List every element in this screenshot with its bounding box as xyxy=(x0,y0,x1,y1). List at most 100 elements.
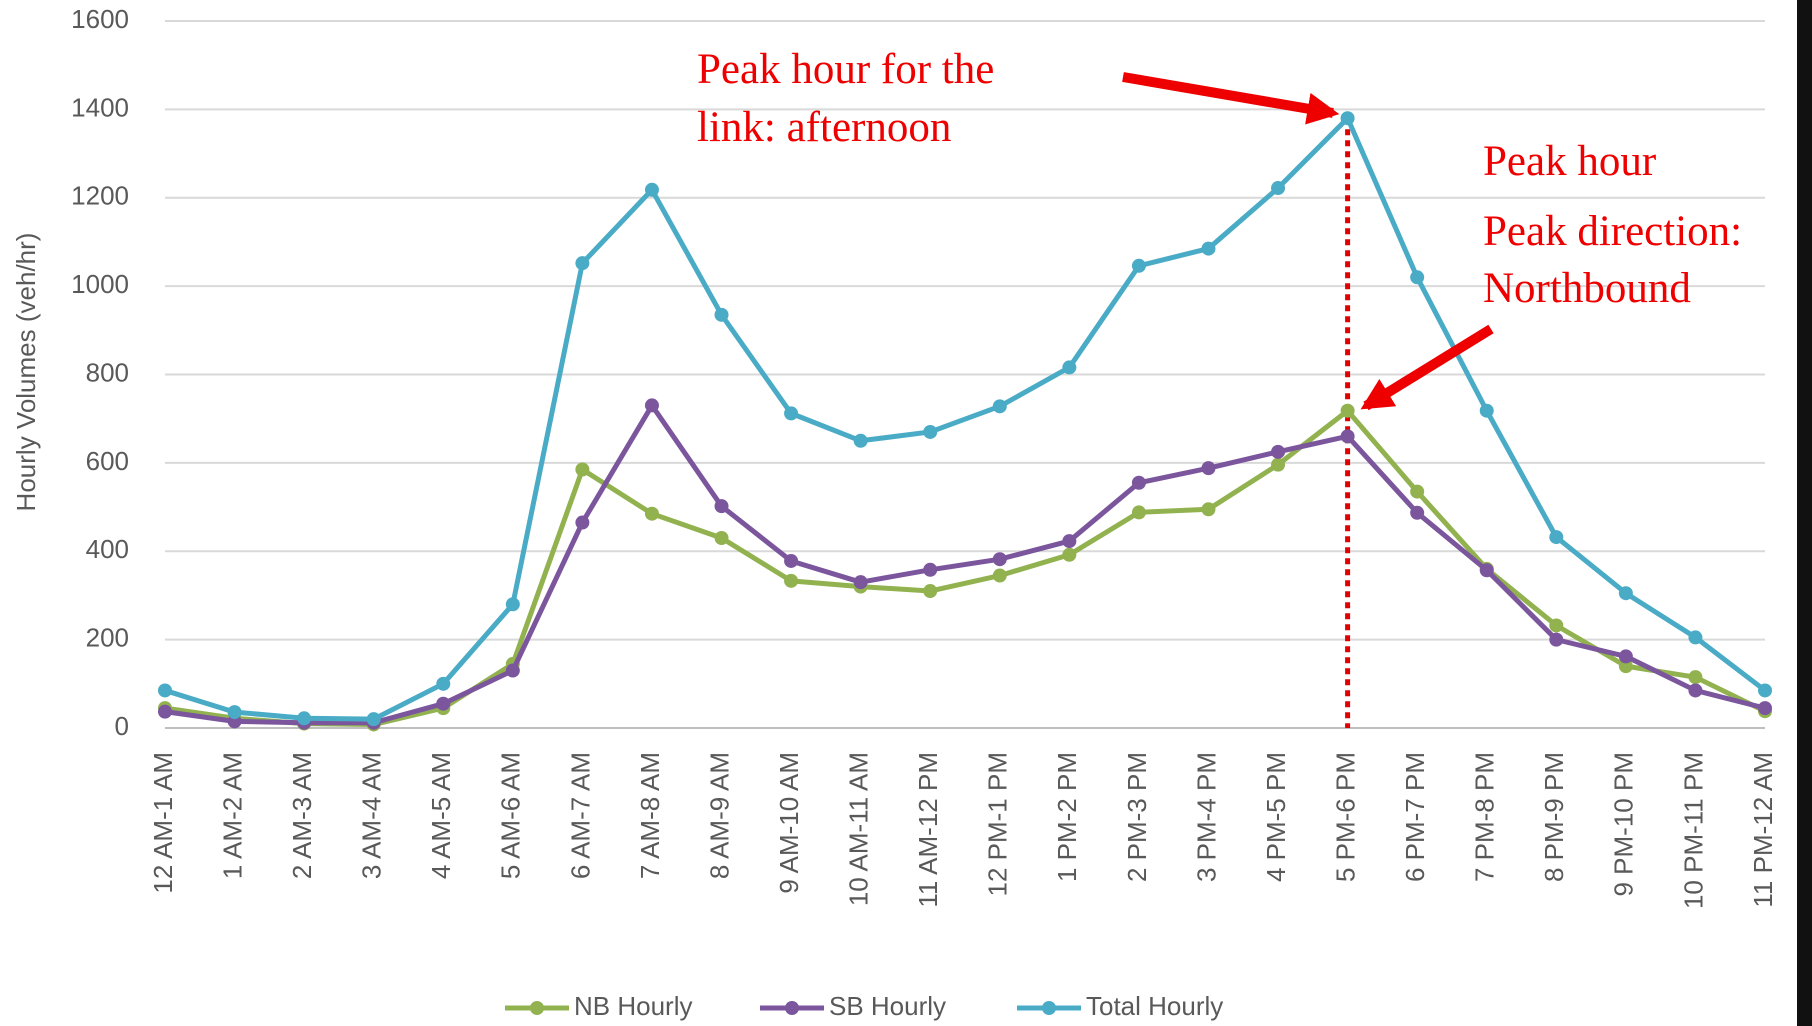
series-line xyxy=(164,115,1767,722)
point xyxy=(1479,563,1494,578)
point xyxy=(1618,659,1633,674)
y-axis-label: Hourly Volumes (veh/hr) xyxy=(11,233,41,512)
point xyxy=(575,256,590,271)
point xyxy=(1131,505,1146,520)
window-edge xyxy=(1797,0,1812,1026)
x-tick-label: 4 PM-5 PM xyxy=(1261,752,1291,882)
x-tick-label: 11 PM-12 AM xyxy=(1748,752,1778,908)
point xyxy=(1758,701,1772,716)
point xyxy=(923,584,938,599)
x-tick-label: 10 PM-11 PM xyxy=(1678,752,1708,909)
point xyxy=(1062,547,1077,562)
y-tick-label: 1000 xyxy=(71,269,129,299)
annotation: Peak hour xyxy=(1483,138,1656,185)
point xyxy=(1410,505,1425,520)
point xyxy=(1549,632,1564,647)
point xyxy=(644,398,659,413)
point xyxy=(714,307,729,322)
point xyxy=(1340,403,1355,418)
legend-label: Total Hourly xyxy=(1086,991,1223,1021)
point xyxy=(366,712,381,727)
annotation: Peak direction: xyxy=(1483,208,1742,255)
point xyxy=(1410,270,1425,285)
point xyxy=(1340,429,1355,444)
point xyxy=(1062,360,1077,375)
x-tick-label: 4 AM-5 AM xyxy=(426,752,456,879)
x-tick-label: 1 PM-2 PM xyxy=(1052,752,1082,882)
point xyxy=(436,676,451,691)
point xyxy=(714,530,729,545)
arrow xyxy=(1360,324,1494,411)
point xyxy=(1688,683,1703,698)
x-tick-label: 7 PM-8 PM xyxy=(1470,752,1500,882)
legend-label: NB Hourly xyxy=(574,991,692,1021)
point xyxy=(1201,461,1216,476)
point xyxy=(436,696,451,711)
point xyxy=(158,683,172,698)
point xyxy=(1688,670,1703,685)
point xyxy=(923,562,938,577)
arrow xyxy=(1122,72,1340,125)
x-tick-label: 9 AM-10 AM xyxy=(774,752,804,894)
point xyxy=(1688,630,1703,645)
y-tick-label: 200 xyxy=(86,623,129,653)
point xyxy=(1271,444,1286,459)
point xyxy=(505,663,520,678)
y-tick-label: 0 xyxy=(115,711,129,741)
point xyxy=(1549,530,1564,545)
y-tick-label: 400 xyxy=(86,534,129,564)
x-tick-label: 3 AM-4 AM xyxy=(357,752,387,879)
legend-marker xyxy=(785,1001,799,1015)
point xyxy=(1410,484,1425,499)
y-tick-label: 1200 xyxy=(71,181,129,211)
x-tick-label: 5 AM-6 AM xyxy=(496,752,526,879)
x-tick-label: 8 AM-9 AM xyxy=(704,752,734,879)
point xyxy=(784,406,799,421)
point xyxy=(1340,111,1355,126)
x-tick-label: 2 AM-3 AM xyxy=(287,752,317,879)
x-tick-label: 10 AM-11 AM xyxy=(844,752,874,906)
point xyxy=(992,568,1007,583)
point xyxy=(992,552,1007,567)
x-tick-label: 6 PM-7 PM xyxy=(1400,752,1430,882)
point xyxy=(505,597,520,612)
point xyxy=(1201,502,1216,517)
point xyxy=(227,705,242,720)
point xyxy=(644,182,659,197)
x-tick-label: 6 AM-7 AM xyxy=(565,752,595,879)
series-line xyxy=(164,408,1767,727)
point xyxy=(644,506,659,521)
point xyxy=(714,499,729,514)
point xyxy=(992,399,1007,414)
point xyxy=(1271,181,1286,196)
x-tick-label: 8 PM-9 PM xyxy=(1539,752,1569,882)
x-tick-label: 7 AM-8 AM xyxy=(635,752,665,879)
y-tick-label: 1600 xyxy=(71,4,129,34)
point xyxy=(1201,241,1216,256)
annotation: link: afternoon xyxy=(697,104,951,151)
x-tick-label: 2 PM-3 PM xyxy=(1122,752,1152,882)
point xyxy=(297,711,312,726)
y-tick-label: 1400 xyxy=(71,92,129,122)
point xyxy=(1549,618,1564,633)
y-tick-label: 600 xyxy=(86,446,129,476)
point xyxy=(1758,683,1772,698)
x-tick-label: 9 PM-10 PM xyxy=(1609,752,1639,897)
legend-marker xyxy=(1042,1001,1056,1015)
y-tick-label: 800 xyxy=(86,357,129,387)
point xyxy=(575,515,590,530)
x-tick-label: 11 AM-12 PM xyxy=(913,752,943,908)
series-line xyxy=(164,402,1766,726)
x-tick-label: 12 PM-1 PM xyxy=(983,752,1013,897)
point xyxy=(784,553,799,568)
point xyxy=(853,575,868,590)
point xyxy=(158,704,172,719)
point xyxy=(1479,403,1494,418)
annotation: Northbound xyxy=(1483,265,1691,312)
point xyxy=(1618,586,1633,601)
legend-label: SB Hourly xyxy=(829,991,946,1021)
point xyxy=(1062,534,1077,549)
x-tick-label: 1 AM-2 AM xyxy=(217,752,247,879)
point xyxy=(1131,475,1146,490)
annotation: Peak hour for the xyxy=(697,46,994,93)
